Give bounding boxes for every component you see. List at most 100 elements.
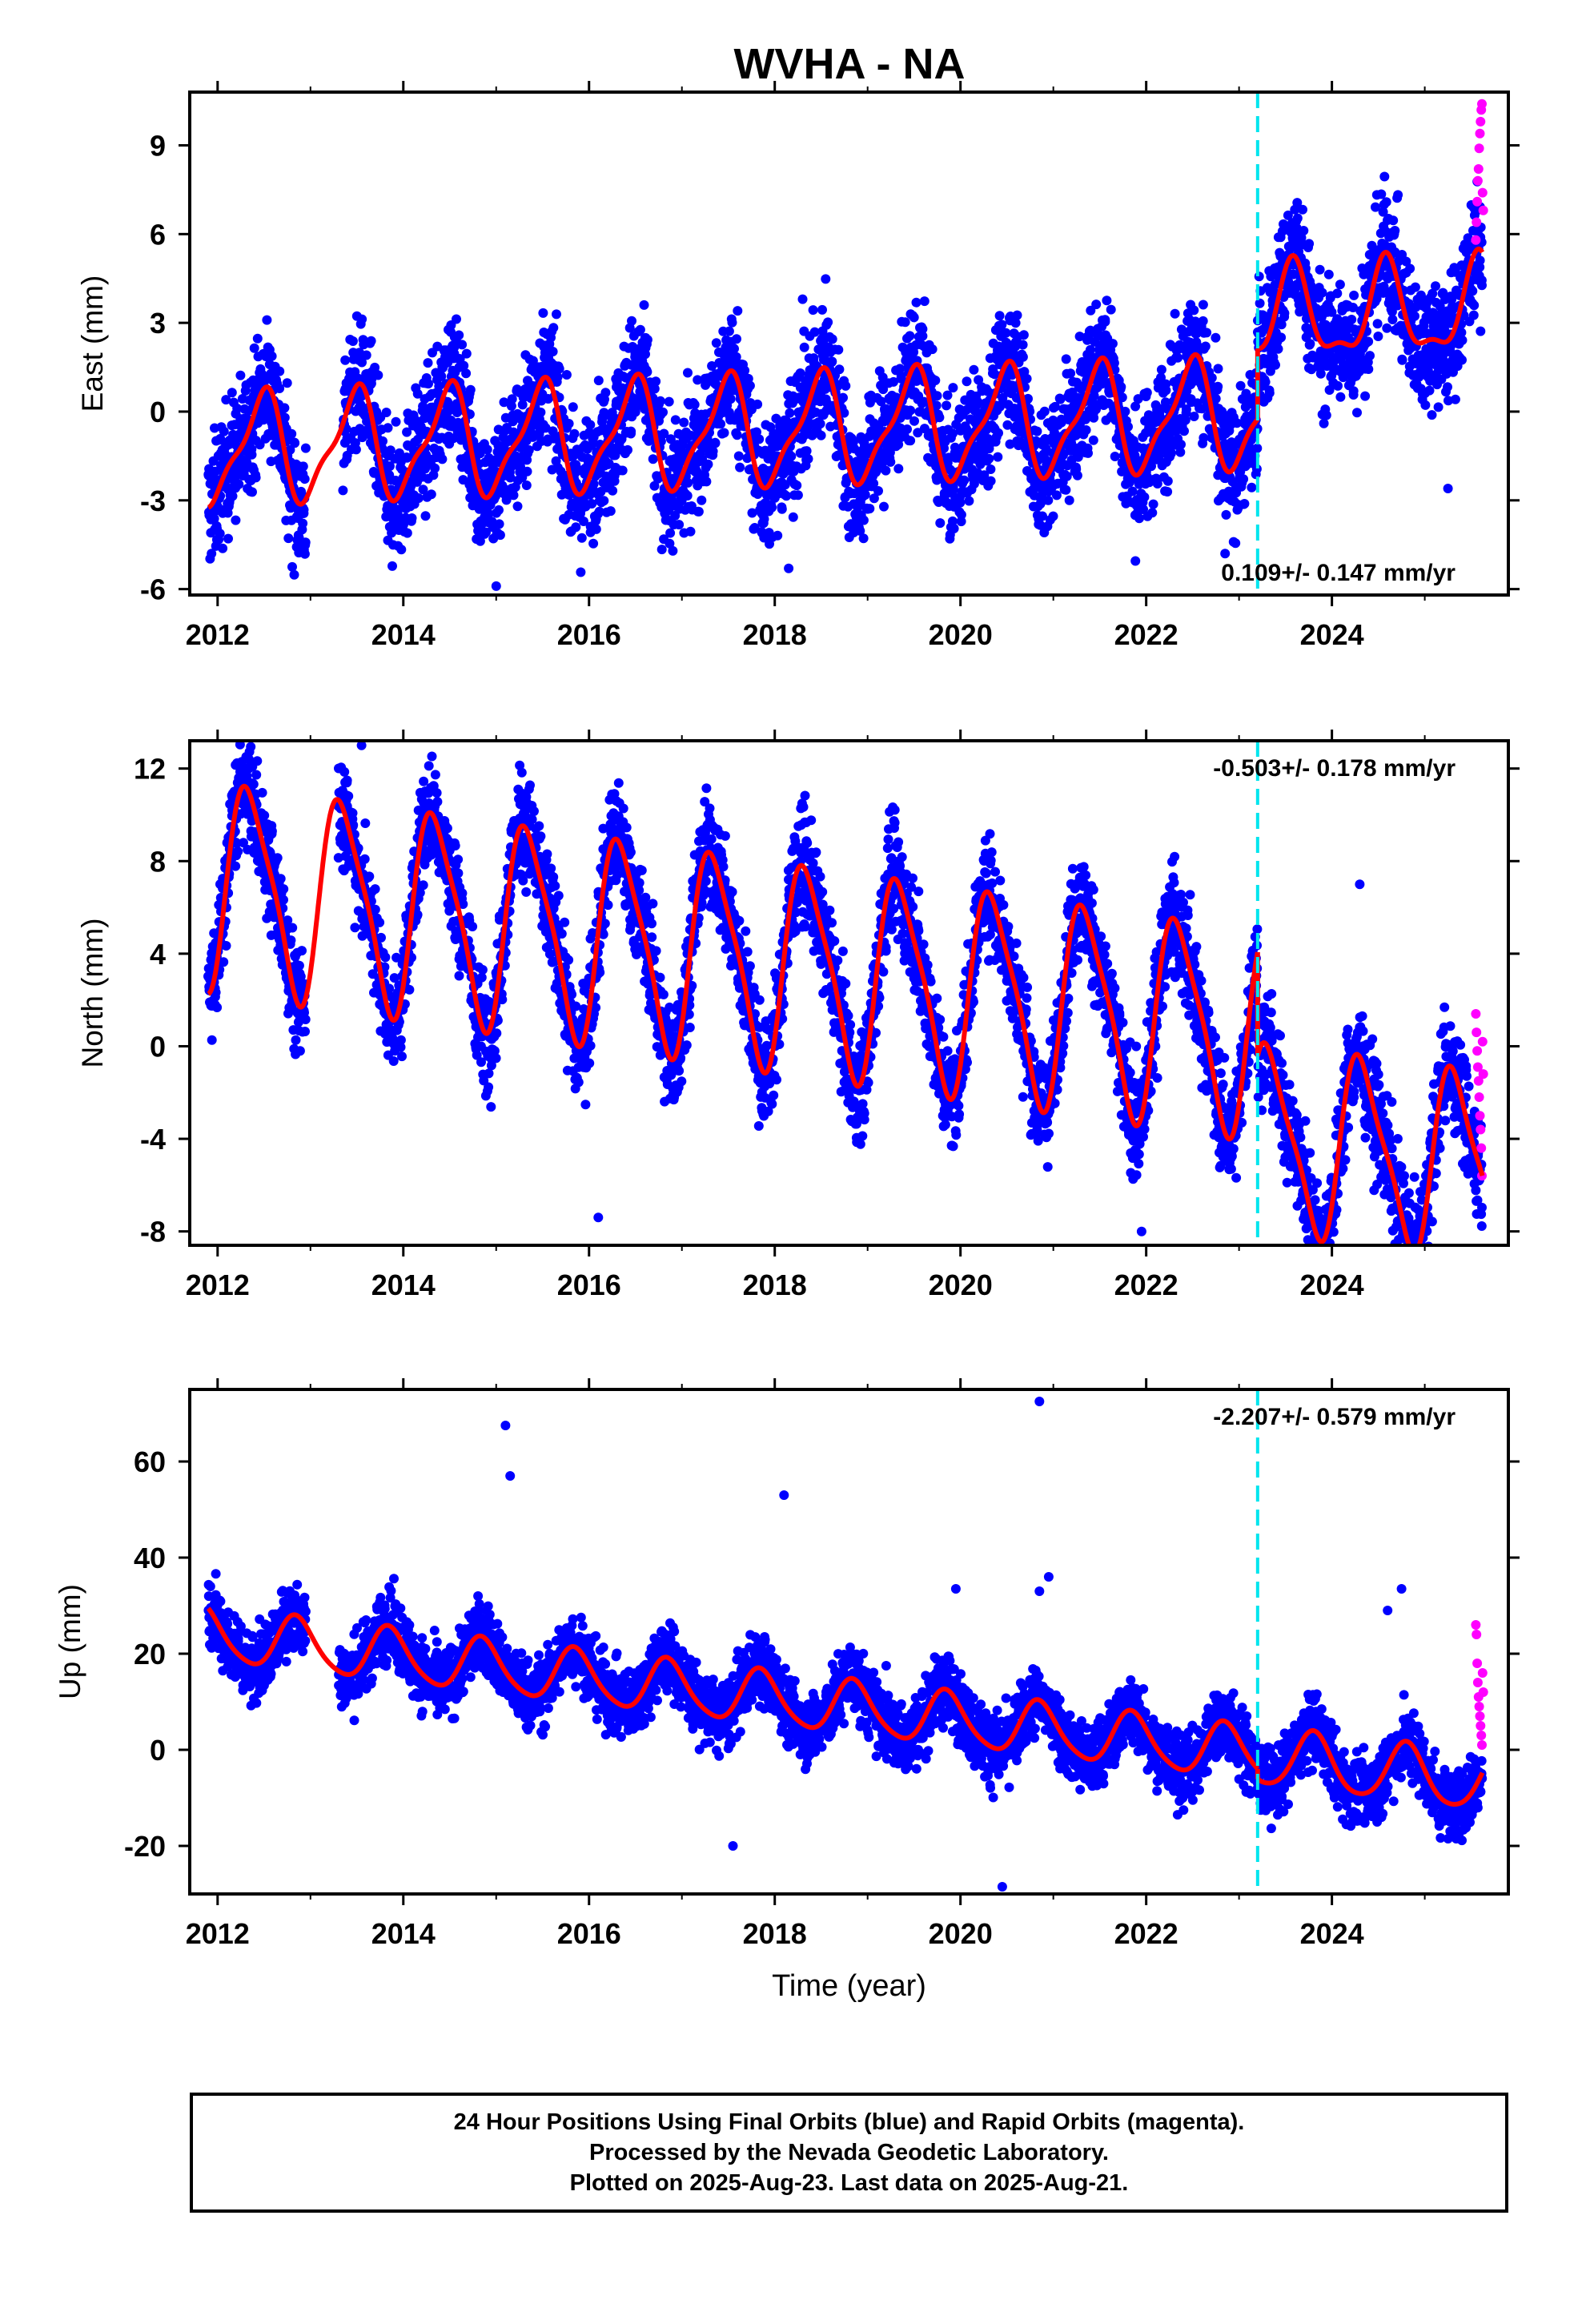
data-point [291,1035,301,1045]
data-point [272,853,283,863]
x-tick-label: 2012 [186,618,250,651]
data-point [366,336,376,346]
panels: 2012 2014 2016 2018 2020 2022 2024-6-30369East… [54,81,1520,2003]
data-point [902,424,912,434]
data-point [1319,418,1329,428]
data-point [1173,352,1183,363]
data-point [1064,495,1074,505]
data-point [823,317,833,328]
rapid-orbit-point [1477,99,1487,109]
data-point [809,327,820,337]
data-point [585,420,596,430]
data-point [218,543,228,553]
data-point [248,779,259,790]
data-point [956,509,966,520]
data-point [997,320,1007,330]
data-point [942,400,952,411]
data-point [279,895,288,905]
data-point [552,372,563,382]
data-point [227,491,238,501]
data-point [295,1046,305,1056]
data-point [1048,511,1058,521]
rapid-orbit-point [1471,235,1481,245]
data-point [517,400,528,410]
data-point [424,379,433,389]
data-point [993,452,1003,462]
data-point [437,454,448,464]
data-point [536,407,546,417]
data-point [1292,213,1303,223]
data-point [1088,435,1098,445]
data-point [1365,351,1375,361]
data-point [1443,382,1452,392]
data-point [1231,538,1241,549]
data-point [1080,414,1090,424]
data-point [221,941,231,951]
data-point [703,459,713,469]
data-point [959,475,970,485]
data-point [1264,388,1275,398]
data-point [648,454,658,464]
data-point [1348,386,1359,396]
data-point [426,489,436,500]
data-point [707,361,717,371]
data-point [786,451,797,461]
data-point [1127,486,1138,497]
data-point [1475,255,1485,266]
data-point [1298,204,1307,215]
data-point [1333,380,1343,391]
data-point [1162,487,1173,497]
data-point [267,826,277,836]
data-point [1083,448,1093,458]
data-point [745,380,755,391]
data-point [893,464,904,474]
data-point [300,1015,311,1024]
data-point [219,957,229,967]
data-point [420,511,431,521]
data-point [1363,364,1374,374]
data-point [239,720,249,730]
data-point [1260,377,1271,387]
data-point [827,334,837,344]
data-point [1352,408,1362,418]
data-point [879,501,889,512]
data-point [733,451,744,461]
data-point [731,352,741,362]
data-point [599,496,609,506]
data-point [286,935,296,946]
data-point [461,368,472,379]
data-point [710,438,721,448]
rapid-orbit-point [1476,116,1486,127]
data-point [461,348,472,359]
data-point [1200,341,1211,352]
data-point [298,518,308,529]
data-point [234,479,244,489]
data-point [1410,282,1420,292]
data-point [1207,372,1217,383]
data-point [391,416,401,427]
data-point [948,383,958,393]
data-point [627,316,636,326]
data-point [233,846,243,857]
data-point [1373,332,1383,341]
y-axis-label: East (mm) [76,275,109,412]
data-point [1469,300,1480,311]
data-point [639,300,649,310]
data-point [240,710,250,719]
data-point [1388,215,1399,226]
data-point [299,549,310,559]
data-point [298,461,308,472]
data-point [697,495,707,505]
x-tick-label: 2024 [1300,618,1364,651]
data-point [917,331,928,341]
rapid-orbit-points [1471,99,1488,245]
data-point [1332,288,1343,299]
data-point [909,312,919,323]
data-point [1116,382,1126,392]
data-point [670,510,681,521]
rapid-orbit-point [1474,143,1484,154]
data-point [656,545,667,555]
data-point [649,384,660,394]
data-point [385,445,396,456]
data-point [1427,410,1437,420]
